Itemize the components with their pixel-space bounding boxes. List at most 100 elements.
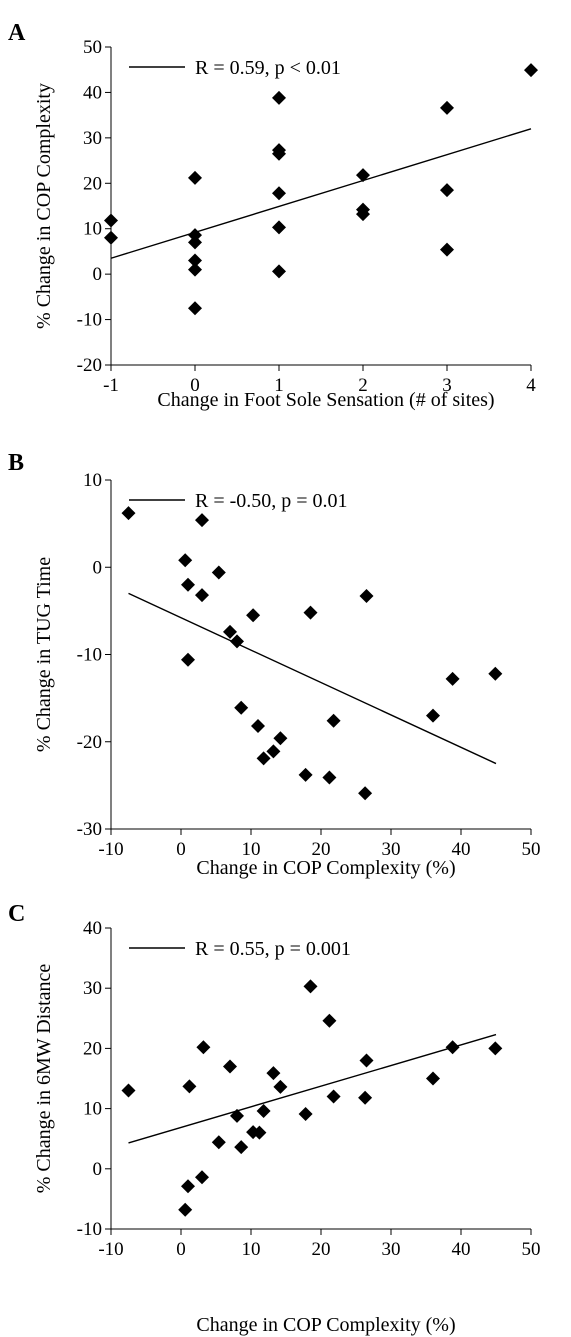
chart-panel-c: C -10 0 10 20 30 40 -10 0 10 20 30 40 50 Change in COP…	[8, 901, 541, 1336]
chart-panel-b: B -30 -20 -10 0 10 -10 0 10 20 30 40 50 Change in COP…	[8, 450, 541, 879]
data-point	[426, 708, 440, 723]
data-point	[358, 786, 373, 801]
data-point	[104, 213, 118, 228]
data-point	[303, 979, 318, 994]
x-axis-title: Change in Foot Sole Sensation (# of site…	[157, 389, 494, 411]
data-point	[223, 1059, 237, 1074]
data-point	[252, 1125, 267, 1140]
data-point	[195, 513, 209, 528]
regression-line	[110, 128, 532, 259]
data-point	[196, 1040, 211, 1055]
y-tick-label: -30	[77, 819, 102, 840]
x-tick-label: 50	[522, 839, 541, 860]
data-point	[440, 183, 454, 198]
data-point	[234, 1140, 249, 1155]
y-tick-label: 50	[83, 37, 102, 58]
y-tick-label: 20	[83, 173, 102, 194]
data-point	[211, 1135, 226, 1150]
regression-line	[128, 1033, 497, 1144]
x-tick-label: 10	[242, 1239, 261, 1260]
data-point	[266, 1066, 281, 1081]
data-point	[273, 731, 288, 746]
data-point	[272, 264, 286, 279]
x-tick-label: 0	[176, 839, 186, 860]
x-tick-label: 0	[176, 1239, 186, 1260]
data-point	[234, 700, 249, 715]
y-tick-label: 0	[93, 557, 103, 578]
data-point	[188, 253, 202, 268]
data-point	[230, 1108, 244, 1123]
data-point	[359, 1053, 374, 1068]
data-point	[182, 1079, 197, 1094]
data-point	[246, 608, 261, 623]
data-point	[488, 666, 503, 681]
legend-label: R = -0.50, p = 0.01	[195, 490, 348, 512]
x-tick-label: 3	[442, 375, 452, 396]
y-tick-label: 30	[83, 978, 102, 999]
data-point	[178, 553, 193, 568]
data-point	[188, 228, 202, 243]
legend-label: R = 0.55, p = 0.001	[195, 938, 351, 960]
data-point	[298, 767, 313, 782]
data-point	[356, 168, 370, 183]
data-point	[356, 207, 370, 222]
data-point	[181, 652, 195, 667]
data-point	[188, 235, 202, 250]
data-point	[121, 506, 136, 521]
y-axis-title: % Change in 6MW Distance	[33, 964, 55, 1194]
y-tick-label: 40	[83, 82, 102, 103]
data-point	[445, 671, 460, 686]
data-point	[188, 262, 202, 277]
data-point	[104, 230, 118, 245]
data-point	[445, 1040, 460, 1055]
data-point	[188, 301, 202, 316]
data-point	[326, 1089, 341, 1104]
panel-letter: B	[8, 450, 24, 476]
regression-line	[128, 592, 497, 765]
y-tick-label: 20	[83, 1038, 102, 1059]
y-tick-label: 40	[83, 918, 102, 939]
y-tick-label: -20	[77, 732, 102, 753]
y-tick-label: -10	[77, 310, 102, 331]
y-tick-label: -20	[77, 355, 102, 376]
x-tick-label: 30	[382, 1239, 401, 1260]
x-tick-label: 40	[452, 1239, 471, 1260]
data-point	[251, 719, 265, 734]
x-tick-label: -10	[98, 839, 123, 860]
data-point	[359, 589, 374, 604]
data-point	[524, 63, 538, 78]
x-tick-label: 40	[452, 839, 471, 860]
data-point	[178, 1202, 193, 1217]
x-tick-label: 20	[312, 839, 331, 860]
data-point	[298, 1107, 313, 1122]
data-point	[230, 634, 244, 649]
data-point	[273, 1079, 288, 1094]
data-point	[272, 90, 286, 105]
y-tick-label: 0	[93, 264, 103, 285]
y-axis-title: % Change in TUG Time	[33, 557, 55, 752]
data-point	[211, 565, 226, 580]
x-axis-title: Change in COP Complexity (%)	[196, 1314, 455, 1336]
data-point	[181, 577, 195, 592]
data-point	[181, 1179, 195, 1194]
data-point	[272, 186, 286, 201]
data-point	[440, 100, 454, 115]
data-point	[358, 1090, 373, 1105]
x-tick-label: 20	[312, 1239, 331, 1260]
y-tick-label: 10	[83, 470, 102, 491]
data-point	[266, 744, 281, 759]
data-point	[303, 605, 318, 620]
y-axis-title: % Change in COP Complexity	[33, 83, 55, 329]
x-tick-label: 10	[242, 839, 261, 860]
data-point	[256, 751, 271, 766]
legend-label: R = 0.59, p < 0.01	[195, 57, 341, 79]
data-point	[440, 242, 454, 257]
data-point	[322, 1013, 337, 1028]
x-tick-label: 0	[190, 375, 200, 396]
x-tick-label: -1	[103, 375, 119, 396]
y-tick-label: -10	[77, 645, 102, 666]
data-point	[195, 588, 209, 603]
data-point	[488, 1041, 503, 1056]
data-point	[195, 1170, 209, 1185]
